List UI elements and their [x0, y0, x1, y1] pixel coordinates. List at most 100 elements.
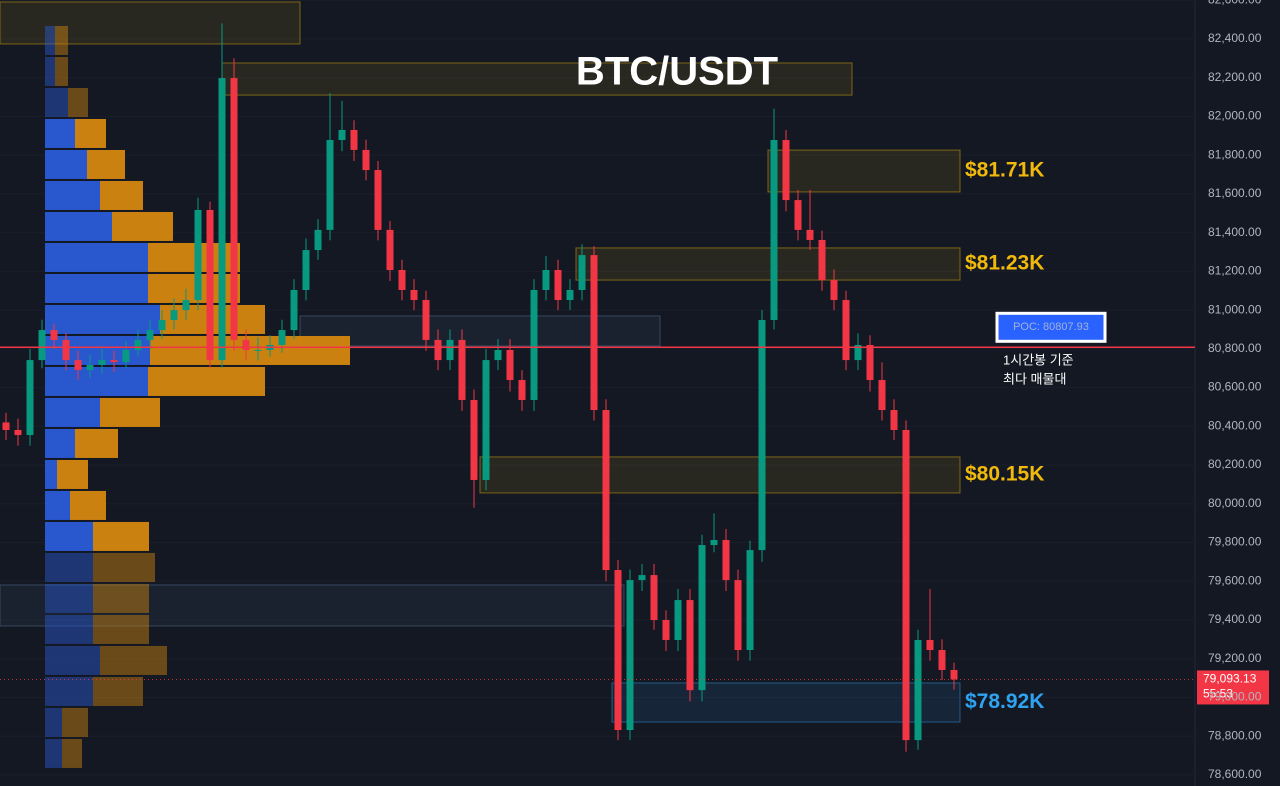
candle-body: [362, 149, 370, 171]
y-tick-label: 79,800.00: [1208, 535, 1262, 549]
candle-body: [794, 200, 802, 230]
price-zone: [611, 682, 961, 723]
profile-sell: [62, 707, 88, 737]
candle-body: [422, 300, 430, 340]
candle-body: [194, 209, 202, 301]
profile-buy: [45, 242, 148, 272]
profile-buy: [45, 397, 100, 427]
y-tick-label: 81,200.00: [1208, 264, 1262, 278]
candle-body: [218, 78, 226, 361]
candle-body: [434, 339, 442, 361]
candle-body: [230, 78, 238, 340]
profile-sell: [100, 397, 160, 427]
candle-body: [902, 429, 910, 741]
profile-buy: [45, 304, 160, 334]
candle-body: [410, 289, 418, 301]
profile-sell: [55, 25, 68, 55]
candle-body: [842, 300, 850, 361]
candle-body: [170, 310, 178, 320]
y-tick-label: 81,600.00: [1208, 186, 1262, 200]
candle-body: [386, 229, 394, 271]
candle-body: [74, 360, 82, 370]
profile-buy: [45, 645, 100, 675]
candle-body: [494, 350, 502, 361]
candle-body: [242, 339, 250, 351]
candle-body: [446, 339, 454, 361]
candle-body: [602, 410, 610, 571]
y-tick-label: 79,400.00: [1208, 612, 1262, 626]
candle-body: [590, 255, 598, 411]
candle-body: [518, 380, 526, 400]
candle-body: [566, 289, 574, 301]
profile-buy: [45, 521, 93, 551]
profile-sell: [75, 428, 118, 458]
last-price-box: [1197, 670, 1269, 705]
price-zone: [767, 149, 961, 193]
profile-buy: [45, 366, 148, 396]
candle-body: [662, 620, 670, 640]
price-zone: [221, 62, 853, 96]
y-tick-label: 81,400.00: [1208, 225, 1262, 239]
candle-body: [338, 129, 346, 141]
y-tick-label: 80,400.00: [1208, 418, 1262, 432]
candle-body: [698, 545, 706, 691]
candle-body: [578, 255, 586, 290]
candle-body: [674, 600, 682, 640]
profile-sell: [70, 490, 106, 520]
candle-body: [374, 170, 382, 230]
candle-body: [38, 330, 46, 361]
candle-body: [830, 280, 838, 301]
profile-buy: [45, 707, 62, 737]
profile-sell: [148, 242, 240, 272]
candle-body: [854, 344, 862, 361]
candle-body: [146, 330, 154, 340]
poc-note: 최다 매물대: [1003, 372, 1066, 387]
candle-body: [290, 289, 298, 331]
profile-buy: [45, 428, 75, 458]
price-zone: [575, 247, 961, 281]
y-tick-label: 80,800.00: [1208, 341, 1262, 355]
y-tick-label: 80,600.00: [1208, 380, 1262, 394]
candle-body: [110, 360, 118, 363]
candle-body: [770, 140, 778, 320]
poc-note: 1시간봉 기준: [1003, 353, 1074, 368]
profile-buy: [45, 211, 112, 241]
price-zone: [0, 1, 301, 45]
candle-body: [278, 330, 286, 345]
profile-sell: [93, 614, 149, 644]
profile-sell: [55, 56, 68, 86]
candle-body: [506, 350, 514, 381]
candle-body: [650, 575, 658, 621]
zone-label: $78.92K: [965, 690, 1044, 713]
chart-title: BTC/USDT: [576, 50, 778, 94]
candle-body: [554, 270, 562, 301]
y-tick-label: 82,400.00: [1208, 31, 1262, 45]
y-tick-label: 79,600.00: [1208, 573, 1262, 587]
candle-body: [926, 639, 934, 651]
profile-buy: [45, 552, 93, 582]
candle-body: [134, 339, 142, 351]
countdown-label: 55:53: [1203, 687, 1233, 701]
profile-sell: [150, 335, 350, 365]
y-tick-label: 78,800.00: [1208, 728, 1262, 742]
y-tick-label: 79,200.00: [1208, 651, 1262, 665]
profile-sell: [68, 87, 88, 117]
zone-label: $81.71K: [965, 159, 1044, 182]
profile-sell: [75, 118, 106, 148]
candle-body: [710, 540, 718, 546]
candle-body: [158, 319, 166, 331]
candle-body: [458, 339, 466, 400]
profile-sell: [100, 645, 167, 675]
candle-body: [314, 229, 322, 251]
candle-body: [686, 600, 694, 691]
candle-body: [482, 360, 490, 480]
candle-body: [722, 540, 730, 581]
candle-body: [638, 575, 646, 581]
profile-sell: [93, 583, 149, 613]
profile-sell: [62, 738, 82, 768]
last-price-label: 79,093.13: [1203, 672, 1257, 686]
candle-body: [254, 350, 262, 352]
poc-box: [995, 311, 1107, 343]
y-tick-label: 80,000.00: [1208, 496, 1262, 510]
